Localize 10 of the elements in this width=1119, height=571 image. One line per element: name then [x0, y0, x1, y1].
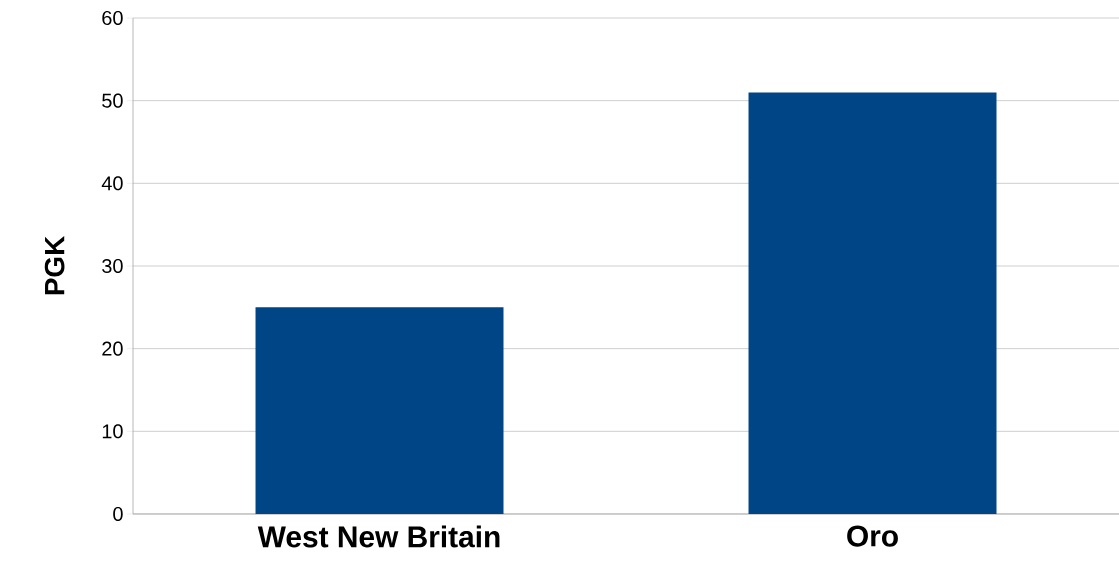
y-tick-label: 0: [113, 506, 123, 522]
y-tick-label: 20: [102, 341, 123, 356]
y-tick-label: 30: [102, 258, 123, 274]
y-tick-label: 50: [102, 93, 123, 108]
y-tick-label: 60: [102, 10, 123, 26]
x-tick-label: Oro: [847, 525, 898, 547]
y-tick-label: 40: [101, 176, 123, 191]
x-tick-label: West New Britain: [257, 525, 500, 548]
y-axis-title: PGK: [44, 236, 65, 295]
y-tick-label: 10: [102, 424, 123, 439]
